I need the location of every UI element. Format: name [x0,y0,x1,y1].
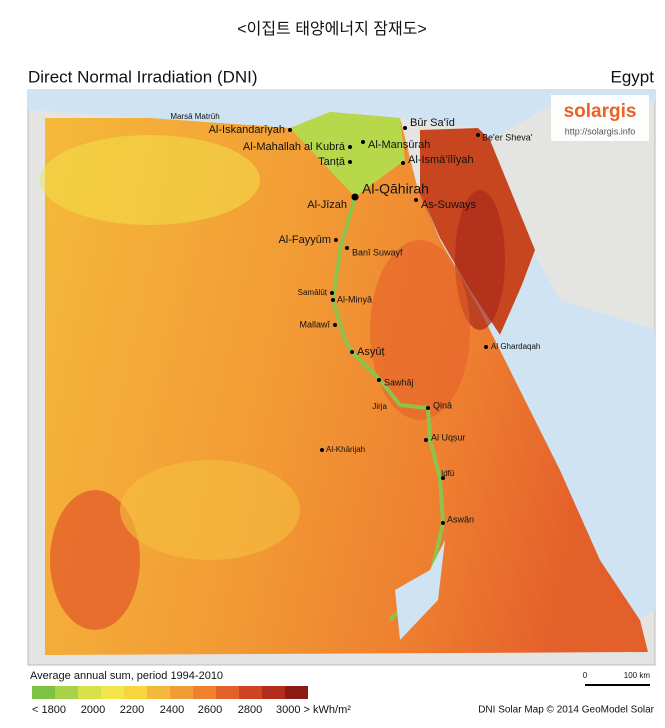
city-label: Idfū [441,469,454,478]
city-label: Al Ghardaqah [491,342,540,351]
credit: DNI Solar Map © 2014 GeoModel Solar [478,705,654,716]
city-label: Al-Ismā'īlīyah [408,154,474,166]
city-label: Aswān [447,514,474,524]
red-sea [420,192,655,620]
logo-box [551,95,649,141]
city-label: Be'er Sheva' [482,132,533,142]
page-title: <이집트 태양에너지 잠재도> [237,20,427,38]
city-label: Jirja [372,402,387,411]
city-label: Banī Suwayf [352,247,403,257]
city-label: Būr Sa'īd [410,117,455,129]
city-label: Al-Minyā [337,294,372,304]
legend-swatch [101,686,124,699]
legend-label: 2200 [120,704,144,716]
city-dot [333,323,337,327]
city-label: Al-Qāhirah [362,181,429,197]
city-dot [414,198,418,202]
legend-swatch [124,686,147,699]
legend-swatch [32,686,55,699]
city-dot [426,406,430,410]
shade [455,190,505,330]
city-label: Al-Mahallah al Kubrá [243,141,346,153]
city-dot [334,238,338,242]
city-dot [424,438,428,442]
legend-label: 2000 [81,704,105,716]
city-label: Mallawī [299,319,330,329]
city-dot [441,476,445,480]
city-label: Marsā Matrūh [170,112,219,121]
legend: < 1800 2000 2200 2400 2600 2800 3000 > kWh/m² [32,686,351,716]
city-dot [351,193,359,201]
logo-brand: solargis [564,101,637,122]
logo-url: http://solargis.info [565,126,636,136]
city-label: Al-Iskandarīyah [209,124,285,136]
legend-label: 2600 [198,704,222,716]
city-label: Al Uqṣur [431,432,466,442]
city-dot [348,160,352,164]
legend-swatch [78,686,101,699]
nile-delta [290,112,405,197]
legend-swatch [239,686,262,699]
city-label: Tanṭā [318,156,346,168]
city-label: Qinā [433,400,452,410]
lake-nasser [395,540,445,640]
city-label: Asyūṭ [357,346,385,358]
legend-swatch [170,686,193,699]
legend-swatch [55,686,78,699]
city-dot [320,448,324,452]
shade [370,240,470,420]
city-dot [350,350,354,354]
city-dot [345,246,349,250]
city-dot [348,145,352,149]
city-label: Al-Khārijah [326,445,365,454]
city-dot [476,133,480,137]
legend-label: 2800 [238,704,262,716]
city-dot [484,345,488,349]
city-dot [288,128,292,132]
city-label: Samālūṭ [298,288,328,297]
legend-title: Average annual sum, period 1994-2010 [30,670,223,682]
city-dot [403,126,407,130]
city-label: As-Suways [421,199,477,211]
city-dot [361,140,365,144]
shade [50,490,140,630]
scale-label: 0 [583,671,588,680]
map-title: Direct Normal Irradiation (DNI) [28,67,258,86]
legend-swatch [216,686,239,699]
legend-swatch [147,686,170,699]
scale-label: 100 km [624,671,651,680]
city-dot [331,298,335,302]
legend-label: < 1800 [32,704,66,716]
map-body: solargis http://solargis.info [27,89,656,666]
city-dot [377,378,381,382]
legend-swatch [262,686,285,699]
mediterranean [28,90,655,140]
city-label: Sawhāj [384,377,414,387]
country-name: Egypt [611,67,655,86]
city-label: Al-Jīzah [307,199,347,211]
shade [40,135,260,225]
legend-label: 3000 > kWh/m² [276,704,351,716]
city-label: Al-Fayyūm [278,234,331,246]
city-dot [441,521,445,525]
city-dot [330,291,334,295]
city-label: Al-Manṣūrah [368,139,430,151]
shade [120,460,300,560]
city-dot [401,161,405,165]
legend-label: 2400 [160,704,184,716]
legend-swatch [285,686,308,699]
legend-swatch [193,686,216,699]
